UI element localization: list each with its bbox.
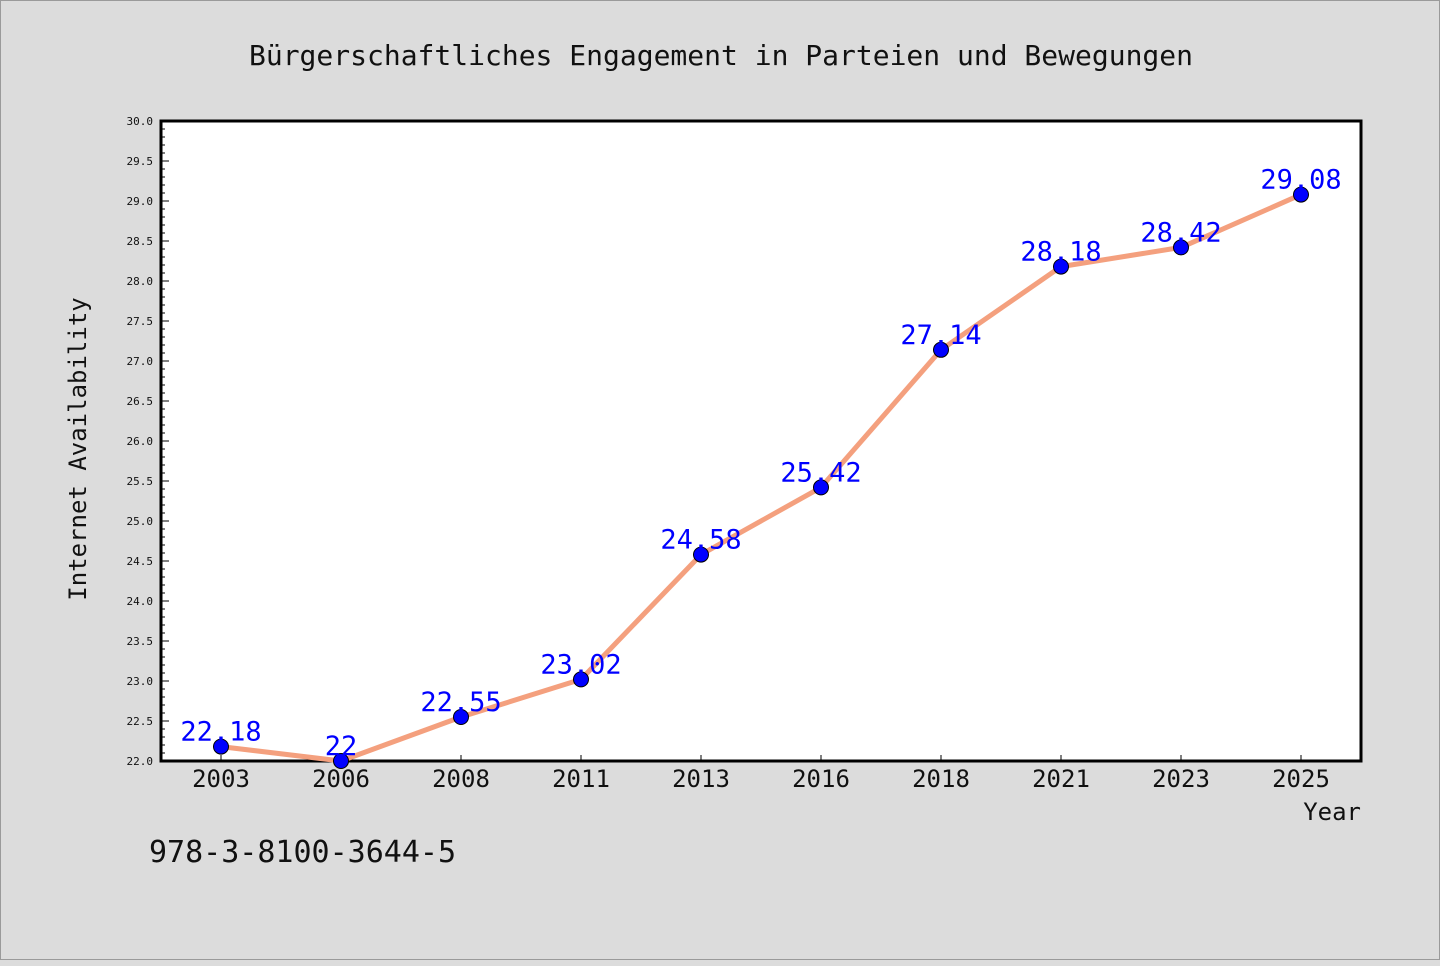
isbn-text: 978-3-8100-3644-5 (149, 835, 457, 870)
y-tick-label: 22.0 (127, 755, 154, 768)
y-axis-label: Internet Availability (64, 297, 92, 600)
data-point (1293, 186, 1309, 203)
y-tick-label: 28.0 (127, 275, 154, 288)
x-axis: 2003 2006 2008 2011 2013 2016 2018 2021 2023 2025 (192, 755, 1330, 793)
data-point (453, 709, 469, 725)
data-label-group: 22.18 22 22.55 23.02 24.58 25.42 27.14 28.18 28.… (180, 165, 1341, 762)
y-tick-label: 22.5 (127, 715, 154, 728)
y-tick-label: 30.0 (127, 115, 154, 128)
data-label: 22.55 (420, 687, 501, 718)
data-point (933, 341, 949, 358)
data-point (813, 479, 829, 496)
data-label: 25.42 (780, 457, 861, 488)
chart-title: Bürgerschaftliches Engagement in Parteie… (249, 39, 1193, 72)
data-point (693, 546, 709, 563)
y-tick-label: 26.0 (127, 435, 154, 448)
y-tick-label: 28.5 (127, 235, 154, 248)
data-label: 23.02 (540, 649, 621, 680)
y-tick-label: 24.0 (127, 595, 154, 608)
y-tick-label: 27.5 (127, 315, 154, 328)
y-tick-label: 23.0 (127, 675, 154, 688)
plot-area (159, 119, 1363, 763)
data-label: 22 (325, 731, 358, 762)
data-label: 29.08 (1260, 165, 1341, 196)
y-tick-label: 26.5 (127, 395, 154, 408)
data-label: 22.18 (180, 717, 261, 748)
data-label: 27.14 (900, 320, 981, 351)
data-point (573, 671, 589, 688)
x-tick-label: 2025 (1272, 765, 1330, 793)
x-tick-label: 2021 (1032, 765, 1090, 793)
y-tick-label: 29.5 (127, 155, 154, 168)
y-tick-label: 25.0 (127, 515, 154, 528)
y-tick-label: 24.5 (127, 555, 154, 568)
data-label: 24.58 (660, 525, 741, 556)
series-line (218, 192, 1304, 764)
y-tick-label: 29.0 (127, 195, 154, 208)
data-point (1173, 239, 1189, 256)
x-tick-label: 2016 (792, 765, 850, 793)
data-point (1053, 258, 1069, 275)
y-tick-label: 27.0 (127, 355, 154, 368)
x-axis-label: Year (1303, 798, 1361, 826)
data-point (213, 738, 229, 755)
y-tick-label: 25.5 (127, 475, 154, 488)
x-tick-label: 2018 (912, 765, 970, 793)
data-label: 28.18 (1020, 237, 1101, 268)
x-tick-label: 2011 (552, 765, 610, 793)
x-tick-label: 2006 (312, 765, 370, 793)
x-tick-label: 2023 (1152, 765, 1210, 793)
x-tick-label: 2008 (432, 765, 490, 793)
data-label: 28.42 (1140, 217, 1221, 248)
series-line-group (213, 186, 1309, 769)
x-tick-label: 2013 (672, 765, 730, 793)
data-point (333, 753, 349, 769)
x-tick-label: 2003 (192, 765, 250, 793)
y-tick-label: 23.5 (127, 635, 154, 648)
y-axis: 22.0 22.5 23.0 23.5 24.0 24.5 25.0 25.5 26.0 26.5… (127, 115, 169, 768)
